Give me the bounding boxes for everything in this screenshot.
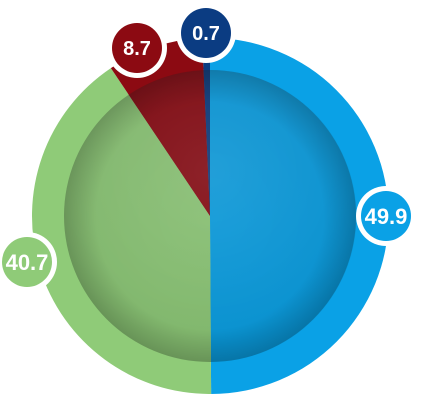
data-label: 0.7 — [192, 23, 220, 45]
value-badge-0.7: 0.7 — [176, 3, 236, 63]
value-badge-8.7: 8.7 — [107, 18, 167, 78]
value-badges: 49.9 40.7 8.7 0.7 — [0, 3, 416, 292]
value-badge-40.7: 40.7 — [0, 232, 57, 292]
data-label: 8.7 — [123, 38, 151, 60]
badge-fill — [181, 8, 231, 58]
badge-fill — [112, 23, 162, 73]
badge-fill — [2, 237, 52, 287]
inner-highlight — [64, 70, 356, 362]
value-badge-49.9: 49.9 — [356, 186, 416, 246]
data-label: 49.9 — [365, 204, 408, 229]
data-label: 40.7 — [6, 250, 49, 275]
badge-fill — [361, 191, 411, 241]
